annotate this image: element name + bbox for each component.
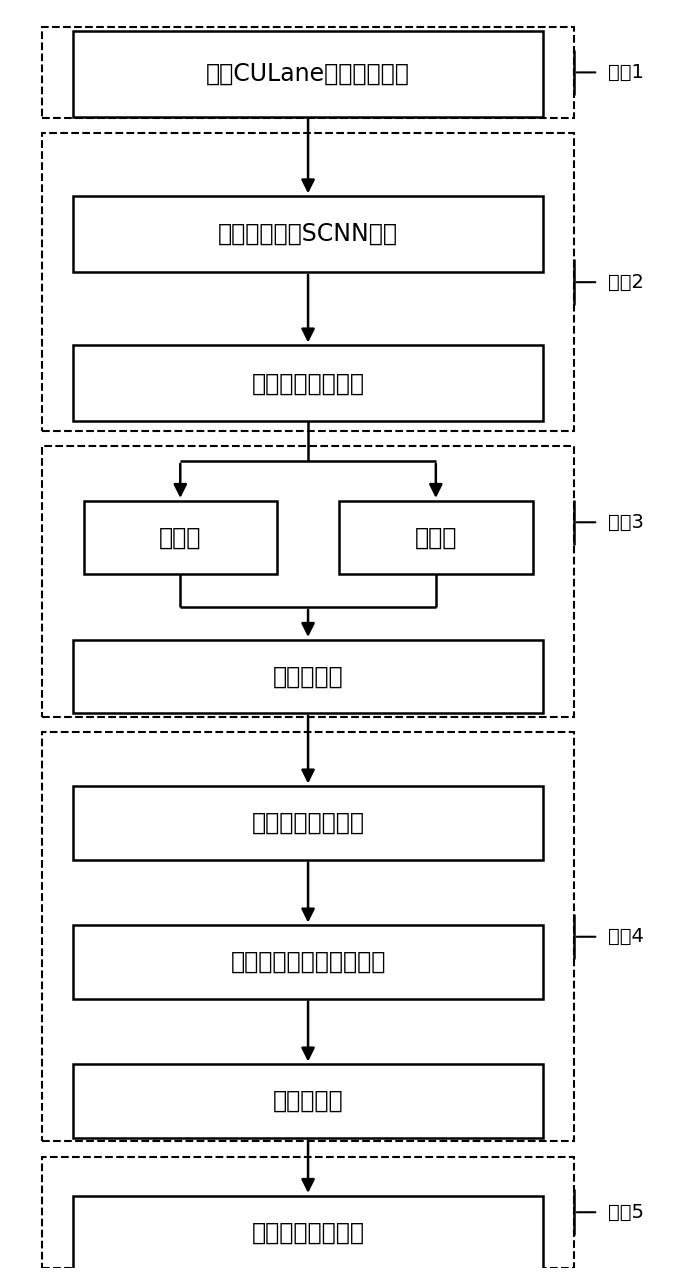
FancyBboxPatch shape bbox=[73, 31, 543, 117]
Text: 步骤4: 步骤4 bbox=[609, 927, 644, 946]
Text: 步骤2: 步骤2 bbox=[609, 272, 644, 291]
Text: 车道线测试集测试: 车道线测试集测试 bbox=[252, 1220, 365, 1244]
Text: 输出车道线候选点: 输出车道线候选点 bbox=[252, 371, 365, 396]
FancyBboxPatch shape bbox=[73, 1196, 543, 1269]
FancyBboxPatch shape bbox=[73, 346, 543, 421]
FancyBboxPatch shape bbox=[84, 501, 277, 574]
Text: 步骤3: 步骤3 bbox=[609, 513, 644, 532]
Text: 构建二次曲线模型: 构建二次曲线模型 bbox=[252, 812, 365, 834]
FancyBboxPatch shape bbox=[73, 196, 543, 272]
Text: 加权最小二乘法求解参数: 加权最小二乘法求解参数 bbox=[231, 950, 386, 974]
FancyBboxPatch shape bbox=[73, 925, 543, 999]
FancyBboxPatch shape bbox=[73, 1065, 543, 1137]
FancyBboxPatch shape bbox=[339, 501, 533, 574]
Text: 选取CULane车道线数据集: 选取CULane车道线数据集 bbox=[206, 61, 410, 85]
Text: 列扫描: 列扫描 bbox=[415, 525, 457, 550]
Text: 车道线容器: 车道线容器 bbox=[273, 664, 343, 688]
Text: 步骤1: 步骤1 bbox=[609, 62, 644, 81]
FancyBboxPatch shape bbox=[73, 640, 543, 714]
Text: 车道线模型: 车道线模型 bbox=[273, 1089, 343, 1113]
Text: 步骤5: 步骤5 bbox=[609, 1203, 644, 1221]
FancyBboxPatch shape bbox=[73, 786, 543, 860]
Text: 行扫描: 行扫描 bbox=[159, 525, 201, 550]
Text: 构建改进后的SCNN网络: 构建改进后的SCNN网络 bbox=[218, 223, 398, 247]
